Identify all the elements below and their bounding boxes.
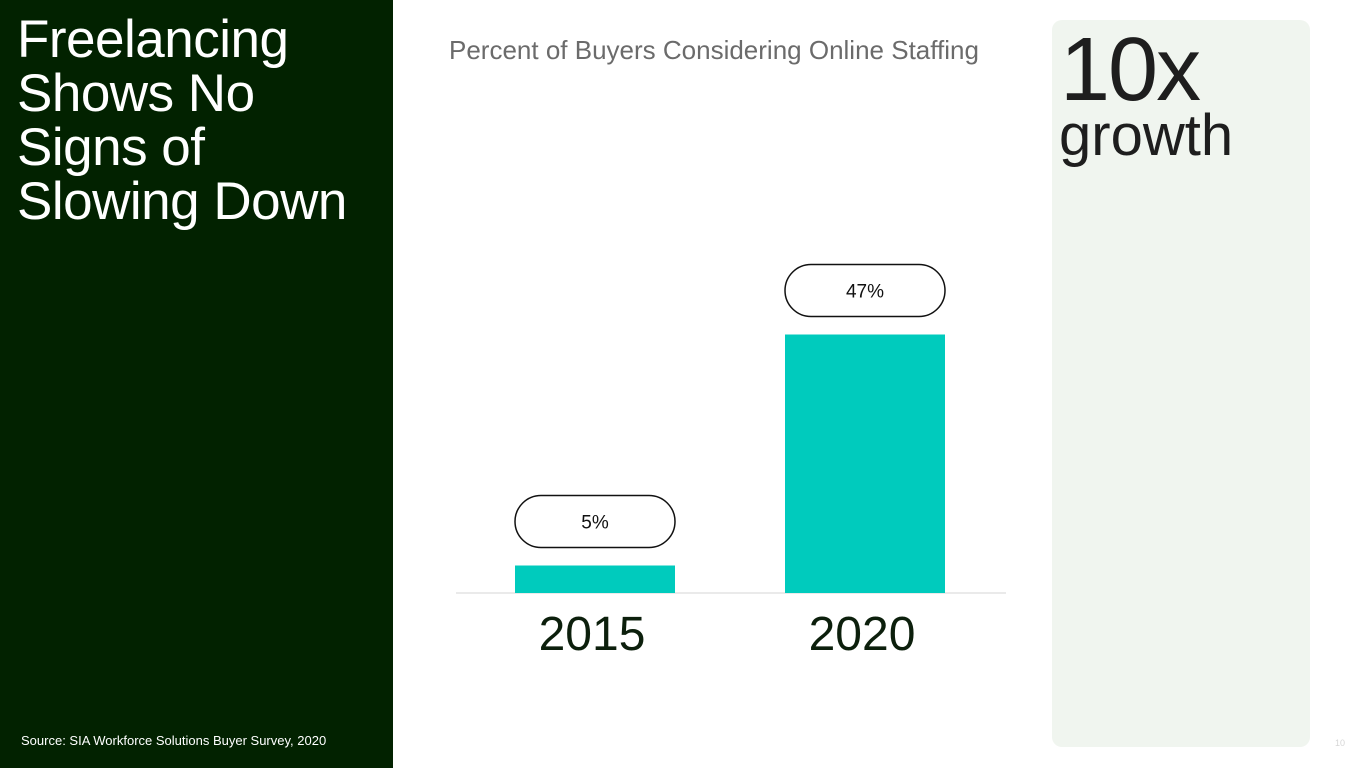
data-label-2020: 47%	[846, 282, 884, 303]
stat-value: 10x	[1060, 20, 1201, 120]
bar-2020	[785, 334, 945, 593]
stat-label: growth	[1059, 103, 1234, 168]
page-number: 10	[1335, 738, 1346, 748]
bar-2015	[515, 565, 675, 593]
slide-title: Freelancing Shows No Signs of Slowing Do…	[17, 10, 347, 231]
bar-chart: 5% 2015 47% 2020	[456, 263, 1006, 661]
title-panel: Freelancing Shows No Signs of Slowing Do…	[0, 0, 393, 768]
source-note: Source: SIA Workforce Solutions Buyer Su…	[21, 733, 327, 748]
chart-title: Percent of Buyers Considering Online Sta…	[449, 35, 979, 65]
data-label-2015: 5%	[581, 513, 609, 534]
data-label-pill-2020	[784, 263, 946, 318]
x-tick-label-2015: 2015	[539, 608, 646, 661]
stat-card: 10x growth	[1052, 20, 1310, 747]
data-label-pill-2015	[514, 494, 676, 549]
x-tick-label-2020: 2020	[809, 608, 916, 661]
